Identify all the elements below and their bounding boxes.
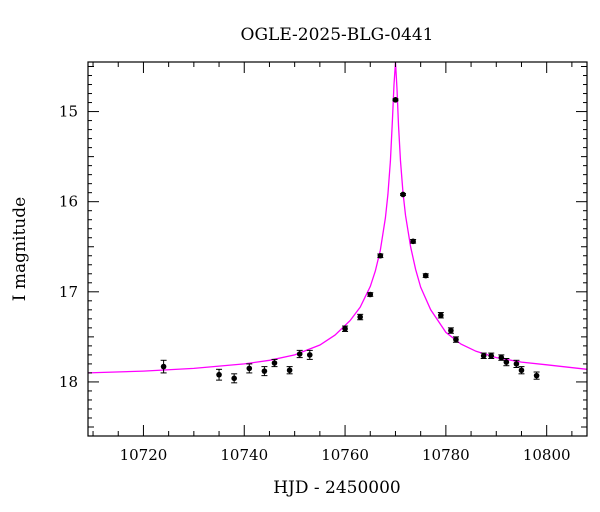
data-point bbox=[513, 359, 520, 369]
point-marker bbox=[498, 354, 505, 361]
data-point bbox=[286, 366, 293, 375]
data-point bbox=[437, 312, 444, 319]
y-tick-label: 15 bbox=[59, 103, 78, 121]
point-marker bbox=[306, 352, 313, 358]
data-point bbox=[488, 352, 495, 359]
data-point bbox=[533, 371, 540, 380]
point-marker bbox=[367, 291, 374, 298]
point-marker bbox=[392, 97, 399, 103]
point-marker bbox=[160, 363, 167, 370]
data-point bbox=[410, 238, 417, 245]
data-point bbox=[296, 349, 303, 359]
point-marker bbox=[400, 191, 406, 198]
data-point bbox=[306, 349, 313, 360]
data-point bbox=[422, 272, 429, 279]
data-point bbox=[246, 363, 253, 374]
data-point bbox=[447, 327, 454, 334]
plot-area bbox=[87, 61, 588, 437]
data-point bbox=[377, 252, 384, 259]
axis-ticks bbox=[88, 62, 587, 436]
x-tick-label: 10720 bbox=[120, 446, 168, 464]
x-tick-label: 10760 bbox=[321, 446, 369, 464]
point-marker bbox=[286, 367, 293, 374]
data-point bbox=[216, 368, 223, 381]
data-point bbox=[342, 325, 349, 332]
x-tick-label: 10780 bbox=[422, 446, 470, 464]
x-axis-label: HJD - 2450000 bbox=[273, 478, 401, 498]
data-point bbox=[367, 291, 374, 298]
chart-title: OGLE-2025-BLG-0441 bbox=[241, 25, 434, 45]
y-tick-label: 18 bbox=[59, 373, 78, 391]
x-tick-label: 10800 bbox=[523, 446, 571, 464]
point-marker bbox=[342, 325, 348, 332]
data-point bbox=[503, 357, 510, 367]
data-point bbox=[357, 313, 364, 321]
point-marker bbox=[518, 367, 525, 374]
data-point bbox=[452, 336, 459, 343]
point-marker bbox=[377, 252, 384, 259]
y-tick-label: 16 bbox=[59, 193, 78, 211]
plot-frame bbox=[87, 61, 588, 437]
data-point bbox=[480, 352, 487, 359]
data-point bbox=[231, 373, 238, 384]
point-marker bbox=[422, 272, 429, 279]
data-point bbox=[392, 97, 399, 103]
point-marker bbox=[357, 314, 363, 320]
point-marker bbox=[216, 371, 222, 378]
point-marker bbox=[271, 360, 278, 366]
y-tick-label: 17 bbox=[59, 283, 78, 301]
data-point bbox=[498, 354, 505, 361]
point-marker bbox=[513, 361, 520, 367]
x-tick-labels: 10720 10740 10760 10780 10800 bbox=[120, 446, 571, 464]
point-marker bbox=[448, 327, 454, 334]
point-marker bbox=[246, 365, 253, 372]
data-point bbox=[271, 358, 278, 368]
data-points bbox=[160, 97, 540, 384]
point-marker bbox=[453, 336, 459, 343]
y-tick-labels: 15 16 17 18 bbox=[59, 103, 78, 391]
data-point bbox=[518, 366, 525, 375]
point-marker bbox=[533, 372, 540, 379]
point-marker bbox=[410, 238, 416, 245]
point-marker bbox=[438, 312, 444, 319]
point-marker bbox=[480, 352, 487, 359]
point-marker bbox=[296, 351, 303, 357]
point-marker bbox=[231, 375, 237, 382]
data-point bbox=[400, 191, 407, 198]
data-point bbox=[261, 366, 268, 377]
model-curve bbox=[88, 62, 587, 374]
data-point bbox=[160, 359, 167, 374]
y-axis-label: I magnitude bbox=[10, 197, 30, 301]
x-tick-label: 10740 bbox=[220, 446, 268, 464]
point-marker bbox=[488, 352, 495, 359]
point-marker bbox=[261, 368, 268, 374]
point-marker bbox=[503, 359, 510, 365]
